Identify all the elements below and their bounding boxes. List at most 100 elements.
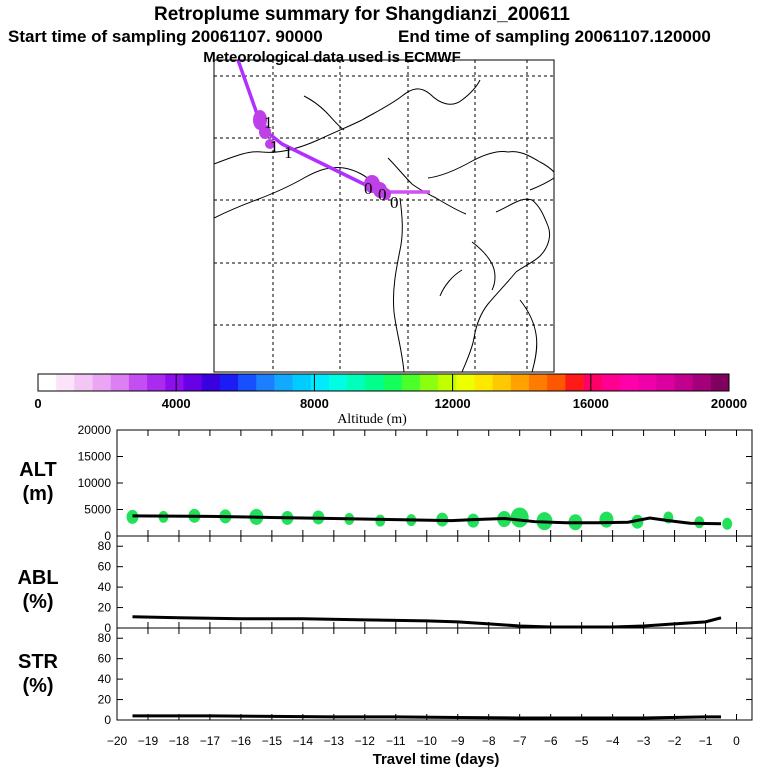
abl-y-ticks: 0 20 40 60 80 [98,539,752,635]
y-tick-label: 0 [104,529,111,543]
coastline [529,177,554,191]
y-tick-label: 0 [104,621,111,635]
coastline [439,269,463,297]
alt-mean-line [132,514,722,526]
colorbar-swatch [383,374,403,391]
x-tick-label: −4 [606,734,620,748]
colorbar-swatch [492,374,512,391]
border-line [387,157,467,215]
cluster-blob-east [381,188,391,200]
x-tick-label: −17 [200,734,221,748]
colorbar-swatch [201,374,221,391]
x-tick-label: −12 [355,734,376,748]
x-axis-title: Travel time (days) [373,751,500,768]
alt-unit: (m) [22,483,53,505]
x-tick-label: −20 [107,734,128,748]
coastline [495,198,551,273]
alt-label: ALT [19,459,56,481]
x-tick-label: −9 [451,734,465,748]
map-gridlines [214,60,554,372]
x-tick-label: −14 [293,734,314,748]
x-tick-label: −19 [138,734,159,748]
colorbar-swatch [438,374,457,391]
colorbar-swatch [128,374,148,391]
colorbar-swatch [656,374,675,391]
colorbar-tick-label: 12000 [435,396,471,411]
cluster-label: 0 [390,193,399,212]
colorbar-swatch [310,374,330,391]
colorbar-swatch [165,374,184,391]
x-tick-label: −6 [544,734,558,748]
y-tick-label: 15000 [78,450,112,464]
str-frame [116,627,753,721]
x-tick-label: −15 [262,734,283,748]
y-tick-label: 80 [98,539,112,553]
y-tick-label: 80 [98,631,112,645]
cluster-blob-west [265,139,275,149]
alt-marker [599,511,614,528]
abl-frame [116,535,753,629]
colorbar-title: Altitude (m) [337,412,407,427]
start-time-label: Start time of sampling 20061107. 90000 [8,27,323,46]
border-line [214,167,373,219]
colorbar-swatch [401,374,421,391]
colorbar-swatch [274,374,294,391]
colorbar-swatch [74,374,94,391]
colorbar-swatch [547,374,566,391]
y-tick-label: 10000 [78,476,112,490]
colorbar-swatch [619,374,639,391]
altitude-colorbar: 0 4000 8000 12000 16000 20000 Altitude (m) [34,373,747,427]
abl-x-ticks [116,536,738,628]
y-tick-label: 40 [98,672,112,686]
colorbar-swatch [601,374,621,391]
alt-marker [510,507,529,528]
str-unit: (%) [22,675,53,697]
colorbar-swatch [710,374,730,391]
colorbar-swatch [110,374,130,391]
x-tick-label: −8 [482,734,496,748]
str-line [132,714,722,720]
str-y-ticks: 0 20 40 60 80 [98,631,752,727]
coastline [507,151,554,173]
colorbar-ticks: 0 4000 8000 12000 16000 20000 [34,374,747,411]
y-tick-label: 0 [104,713,111,727]
x-tick-label: −18 [169,734,190,748]
colorbar-swatch [583,374,603,391]
coastline [461,271,517,372]
y-tick-label: 40 [98,580,112,594]
map-frame [213,59,555,373]
x-tick-label: −16 [231,734,252,748]
colorbar-swatch [56,374,75,391]
y-tick-label: 60 [98,560,112,574]
colorbar-tick-label: 4000 [162,396,191,411]
abl-line [132,615,722,629]
figure-title: Retroplume summary for Shangdianzi_20061… [154,4,570,25]
str-label: STR [18,651,59,673]
colorbar-swatch [365,374,384,391]
colorbar-swatch [183,374,203,391]
colorbar-swatch [474,374,494,391]
coastline [471,241,496,291]
coastline [427,151,509,179]
cluster-label: 1 [284,143,293,162]
colorbar-swatch [674,374,694,391]
cluster-label: 1 [270,137,279,156]
border-line [303,95,345,131]
y-tick-label: 20 [98,601,112,615]
x-tick-label: −5 [575,734,589,748]
colorbar-swatch [147,374,166,391]
x-tick-label: −2 [668,734,682,748]
x-tick-label: −11 [386,734,406,748]
colorbar-swatch [347,374,366,391]
y-tick-label: 60 [98,652,112,666]
alt-x-ticks [116,430,738,536]
abl-unit: (%) [22,591,53,613]
x-tick-label: −10 [417,734,438,748]
colorbar-swatch [219,374,239,391]
coastline [519,299,538,372]
x-tick-label: −3 [637,734,651,748]
border-line [214,79,481,165]
cluster-label: 1 [264,113,273,132]
cluster-label: 0 [378,185,387,204]
